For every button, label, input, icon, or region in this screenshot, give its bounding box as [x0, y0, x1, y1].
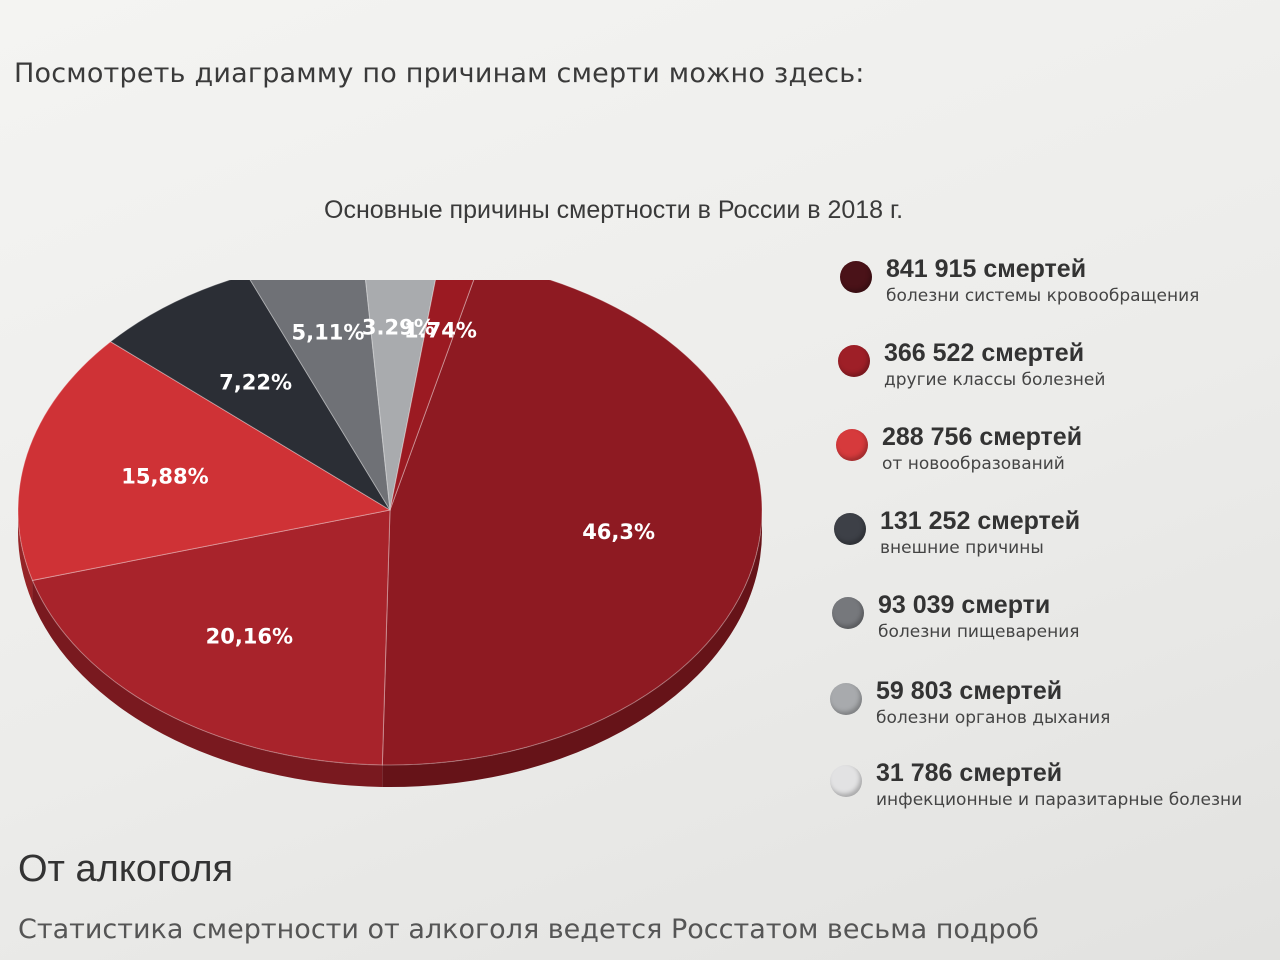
legend-swatch	[838, 345, 870, 377]
legend-value: 366 522 смертей	[884, 339, 1085, 367]
legend-value: 288 756 смертей	[882, 423, 1083, 451]
legend-swatch	[830, 683, 862, 715]
pie-slice-1	[31, 509, 391, 766]
legend-value: 31 786 смертей	[876, 759, 1063, 787]
legend-label: инфекционные и паразитарные болезни	[876, 790, 1243, 810]
intro-text: Посмотреть диаграмму по причинам смерти …	[14, 58, 865, 89]
legend-label: другие классы болезней	[884, 370, 1106, 390]
legend-item: 288 756 смертей от новообразований	[836, 423, 1082, 474]
legend-swatch	[834, 513, 866, 545]
legend-item: 93 039 смерти болезни пищеварения	[832, 591, 1080, 642]
legend-label: болезни пищеварения	[878, 622, 1080, 642]
legend-swatch	[832, 597, 864, 629]
pie-slice-4	[249, 280, 391, 511]
pie-label-0: 46,3%	[582, 520, 655, 544]
legend-swatch	[830, 765, 862, 797]
section-heading: От алкоголя	[18, 848, 234, 890]
legend-item: 59 803 смертей болезни органов дыхания	[830, 677, 1110, 728]
pie-side-2	[18, 510, 33, 603]
legend-item: 366 522 смертей другие классы болезней	[838, 339, 1105, 390]
pie-slice-0	[381, 280, 763, 766]
pie-slice-6	[389, 280, 475, 511]
legend-label: внешние причины	[880, 538, 1044, 558]
chart-title: Основные причины смертности в России в 2…	[324, 196, 904, 224]
legend-label: болезни органов дыхания	[876, 708, 1111, 728]
legend-value: 59 803 смертей	[876, 677, 1063, 705]
legend-item: 131 252 смертей внешние причины	[834, 507, 1080, 558]
pie-label-5: 3.29%	[362, 315, 435, 339]
pie-chart: 46,3% 20,16% 15,88% 7,22% 5,11%3.29%1.74%	[17, 280, 763, 787]
pie-label-6: 1.74%	[404, 319, 477, 343]
pie-side-1	[32, 580, 383, 787]
pie-slice-3	[109, 280, 391, 511]
pie-label-4: 5,11%	[292, 320, 365, 344]
legend-swatch	[840, 261, 872, 293]
legend-item: 841 915 смертей болезни системы кровообра…	[840, 255, 1199, 306]
section-body-text: Статистика смертности от алкоголя ведетс…	[18, 914, 1039, 945]
pie-label-3: 7,22%	[219, 371, 292, 395]
pie-slice-5	[365, 280, 436, 511]
legend-value: 841 915 смертей	[886, 255, 1087, 283]
legend-label: болезни системы кровообращения	[886, 286, 1200, 306]
legend-item: 31 786 смертей инфекционные и паразитарны…	[830, 759, 1242, 810]
legend-label: от новообразований	[882, 454, 1065, 474]
legend-value: 93 039 смерти	[878, 591, 1051, 619]
pie-label-1: 20,16%	[206, 624, 293, 648]
pie-slice-2	[17, 341, 392, 581]
legend-value: 131 252 смертей	[880, 507, 1081, 535]
legend-swatch	[836, 429, 868, 461]
pie-label-2: 15,88%	[121, 464, 208, 488]
